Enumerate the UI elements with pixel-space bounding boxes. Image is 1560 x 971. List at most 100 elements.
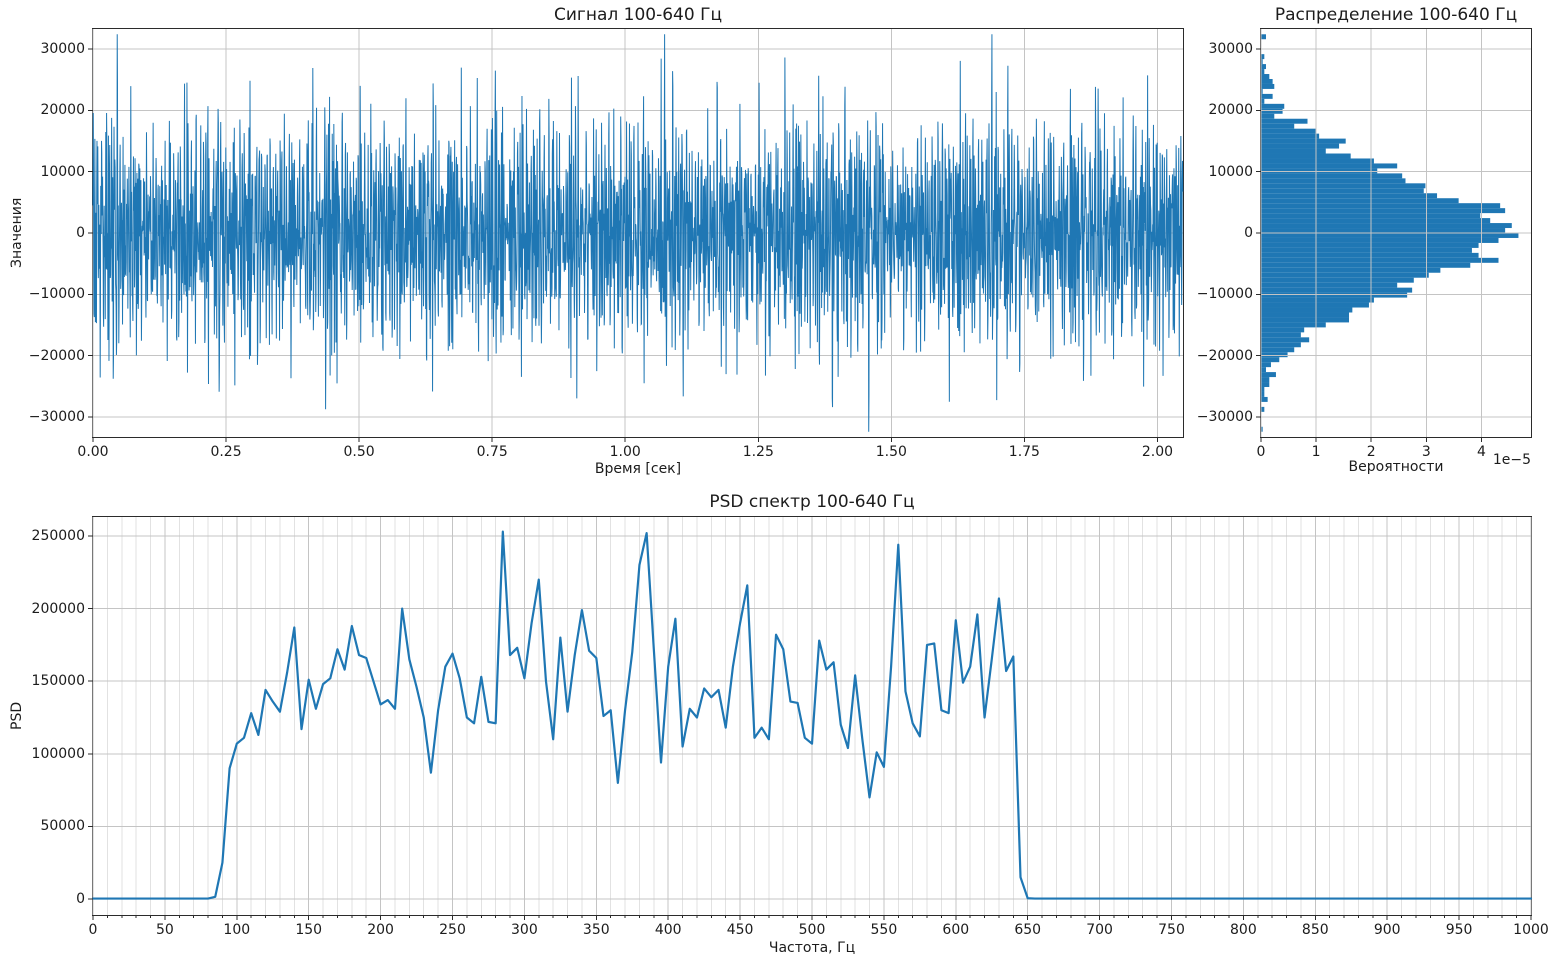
histogram-bar — [1261, 237, 1499, 243]
histogram-bar — [1261, 277, 1414, 283]
signal-x-tick-label: 1.75 — [1008, 444, 1040, 460]
hist-grid — [1260, 29, 1531, 437]
hist-y-tick-label: 10000 — [1208, 163, 1253, 180]
histogram-bar — [1261, 242, 1479, 248]
hist-y-tick-label: −30000 — [1196, 408, 1253, 425]
histogram-bar — [1261, 78, 1273, 84]
psd-x-tick-label: 150 — [295, 922, 323, 938]
histogram-bar — [1261, 322, 1326, 328]
signal-waveform-line — [92, 34, 1184, 432]
signal-series — [92, 34, 1184, 432]
psd-y-tick-label: 250000 — [31, 527, 85, 544]
psd-y-tick-label: 150000 — [31, 673, 85, 690]
histogram-bar — [1261, 113, 1275, 119]
signal-grid — [92, 29, 1183, 437]
hist-x-tick-label: 1 — [1311, 444, 1321, 460]
histogram-bar — [1261, 138, 1346, 144]
histogram-bar — [1261, 223, 1512, 229]
hist-ticks — [1256, 48, 1482, 442]
histogram-bar — [1261, 64, 1266, 70]
histogram-bar — [1261, 247, 1472, 253]
histogram-bar — [1261, 297, 1374, 303]
histogram-bar — [1261, 377, 1270, 383]
hist-y-tick-label: −20000 — [1196, 347, 1253, 364]
signal-x-axis-label: Время [сек] — [594, 461, 682, 477]
psd-y-axis-label: PSD — [9, 701, 25, 731]
histogram-bar — [1261, 352, 1288, 358]
hist-x-tick-label: 2 — [1366, 444, 1376, 460]
hist-series — [1261, 34, 1519, 432]
histogram-bar — [1261, 103, 1285, 109]
signal-x-tick-label: 1.25 — [742, 444, 774, 460]
histogram-bar — [1261, 307, 1353, 313]
psd-x-tick-label: 850 — [1301, 922, 1329, 938]
histogram-bar — [1261, 208, 1506, 214]
histogram-bar — [1261, 302, 1369, 308]
histogram-bar — [1261, 59, 1263, 65]
signal-svg — [88, 29, 1184, 442]
psd-x-tick-label: 450 — [726, 922, 754, 938]
histogram-bar — [1261, 108, 1283, 114]
histogram-bar — [1261, 347, 1295, 353]
histogram-bar — [1261, 362, 1271, 368]
histogram-bar — [1261, 272, 1429, 278]
histogram-bar — [1261, 382, 1270, 388]
psd-plot-area — [88, 516, 1533, 920]
psd-x-tick-label: 800 — [1230, 922, 1257, 938]
psd-x-tick-label: 1000 — [1513, 922, 1549, 938]
histogram-bar — [1261, 198, 1459, 204]
psd-x-tick-label: 50 — [155, 922, 174, 938]
histogram-bar — [1261, 183, 1426, 189]
histogram-bar — [1261, 178, 1406, 184]
psd-y-tick-label: 0 — [76, 891, 85, 907]
histogram-bar — [1261, 391, 1265, 397]
histogram-plot-area — [1256, 28, 1532, 442]
signal-x-tick-label: 1.00 — [609, 444, 641, 460]
psd-plot-title: PSD спектр 100-640 Гц — [709, 492, 915, 512]
histogram-bar — [1261, 54, 1265, 60]
psd-x-tick-label: 900 — [1373, 922, 1401, 938]
histogram-bar — [1261, 93, 1273, 99]
histogram-bar — [1261, 337, 1310, 343]
hist-x-axis-offset-label: 1e−5 — [1492, 452, 1531, 468]
histogram-bar — [1261, 83, 1275, 89]
histogram-bar — [1261, 188, 1424, 194]
psd-x-axis-label: Частота, Гц — [768, 940, 856, 956]
hist-y-tick-label: 20000 — [1208, 102, 1253, 119]
histogram-bar — [1261, 252, 1479, 258]
psd-x-tick-label: 700 — [1086, 922, 1113, 938]
psd-x-tick-label: 250 — [439, 922, 466, 938]
hist-y-tick-label: 0 — [1244, 225, 1253, 241]
histogram-bar — [1261, 406, 1265, 412]
histogram-bar — [1261, 342, 1301, 348]
psd-x-tick-label: 100 — [223, 922, 251, 938]
signal-ticks — [88, 48, 1158, 442]
psd-x-tick-label: 650 — [1014, 922, 1042, 938]
histogram-bar — [1261, 34, 1266, 40]
signal-y-tick-label: 10000 — [40, 163, 85, 180]
signal-y-tick-label: 0 — [76, 225, 85, 241]
histogram-bar — [1261, 357, 1280, 363]
signal-x-tick-label: 1.50 — [875, 444, 907, 460]
psd-x-tick-label: 950 — [1445, 922, 1473, 938]
hist-x-axis-label: Вероятности — [1348, 459, 1444, 475]
histogram-bar — [1261, 173, 1403, 179]
histogram-bar — [1261, 262, 1471, 268]
histogram-bar — [1261, 327, 1305, 333]
histogram-bar — [1261, 158, 1374, 164]
histogram-bar — [1261, 396, 1268, 402]
histogram-bar — [1261, 426, 1263, 432]
signal-x-tick-label: 0.75 — [476, 444, 508, 460]
histogram-bar — [1261, 118, 1308, 124]
histogram-bar — [1261, 168, 1378, 174]
psd-x-tick-label: 300 — [511, 922, 538, 938]
hist-x-tick-label: 0 — [1256, 444, 1266, 460]
histogram-bar — [1261, 332, 1301, 338]
psd-x-tick-label: 350 — [582, 922, 610, 938]
signal-plot-area — [88, 28, 1184, 442]
psd-x-tick-label: 600 — [942, 922, 970, 938]
hist-x-tick-label: 4 — [1476, 444, 1486, 460]
histogram-bar — [1261, 74, 1270, 79]
signal-y-tick-label: 30000 — [40, 41, 85, 57]
hist-y-tick-label: −10000 — [1196, 286, 1253, 303]
